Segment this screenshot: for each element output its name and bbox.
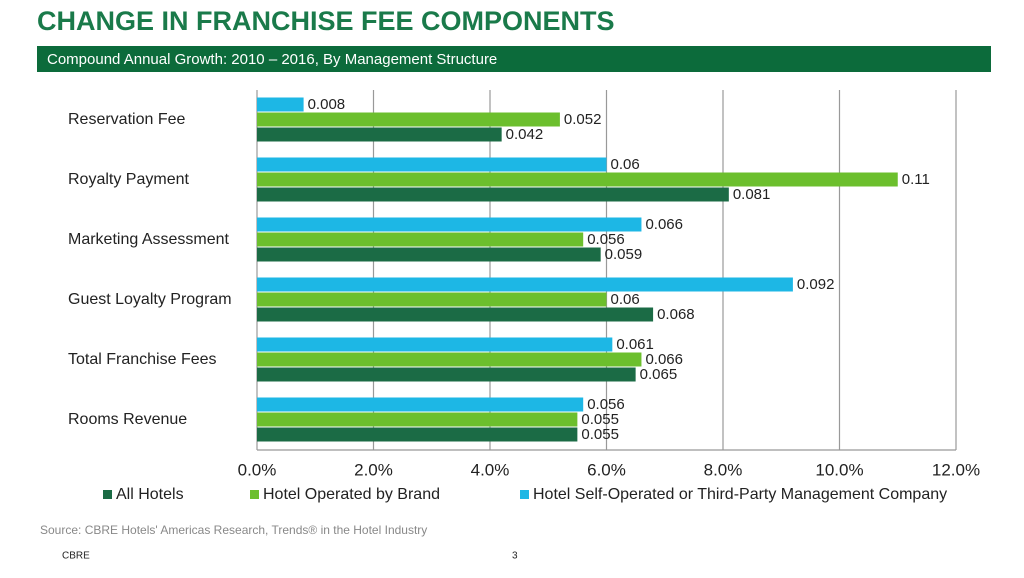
subtitle-band [37, 46, 991, 72]
bar [257, 397, 584, 412]
x-tick-label: 4.0% [471, 460, 510, 479]
value-label: 0.052 [564, 111, 602, 128]
value-label: 0.06 [611, 291, 640, 308]
x-tick-label: 10.0% [815, 460, 863, 479]
value-label: 0.056 [587, 231, 625, 248]
legend-swatch [103, 490, 112, 499]
slide-title: CHANGE IN FRANCHISE FEE COMPONENTS [37, 6, 615, 36]
bar [257, 337, 613, 352]
bar [257, 232, 584, 247]
subtitle: Compound Annual Growth: 2010 – 2016, By … [47, 51, 497, 68]
value-label: 0.092 [797, 276, 835, 293]
legend-label: Hotel Operated by Brand [263, 486, 440, 503]
value-label: 0.008 [308, 96, 346, 113]
category-label: Royalty Payment [68, 171, 189, 188]
bar [257, 157, 607, 172]
x-tick-label: 0.0% [238, 460, 277, 479]
category-label: Total Franchise Fees [68, 351, 217, 368]
bar [257, 292, 607, 307]
category-label: Guest Loyalty Program [68, 291, 232, 308]
value-label: 0.081 [733, 186, 771, 203]
value-label: 0.068 [657, 306, 695, 323]
legend-swatch [250, 490, 259, 499]
bar [257, 187, 729, 202]
bar [257, 112, 560, 127]
chart: 0.0% 2.0% 4.0% 6.0% 8.0% 10.0% 12.0% Reservatio… [68, 90, 980, 503]
value-label: 0.042 [506, 126, 544, 143]
x-tick-label: 8.0% [704, 460, 743, 479]
value-label: 0.055 [581, 426, 619, 443]
x-tick-label: 12.0% [932, 460, 980, 479]
category-label: Rooms Revenue [68, 411, 187, 428]
legend-label: All Hotels [116, 486, 184, 503]
bar [257, 247, 601, 262]
value-label: 0.055 [581, 411, 619, 428]
legend-swatch [520, 490, 529, 499]
category-label: Reservation Fee [68, 111, 185, 128]
value-label: 0.06 [611, 156, 640, 173]
value-label: 0.056 [587, 396, 625, 413]
bar [257, 217, 642, 232]
value-label: 0.066 [645, 216, 683, 233]
bar [257, 277, 793, 292]
x-tick-label: 6.0% [587, 460, 626, 479]
value-label: 0.11 [902, 171, 930, 188]
value-label: 0.066 [645, 351, 683, 368]
value-label: 0.061 [616, 336, 654, 353]
bar [257, 172, 898, 187]
legend-label: Hotel Self-Operated or Third-Party Manag… [533, 486, 947, 503]
value-label: 0.065 [640, 366, 678, 383]
bar [257, 367, 636, 382]
value-label: 0.059 [605, 246, 643, 263]
company: CBRE [62, 551, 90, 562]
category-label: Marketing Assessment [68, 231, 230, 248]
bar [257, 427, 578, 442]
bar [257, 307, 654, 322]
page-number: 3 [512, 551, 518, 562]
bar [257, 127, 502, 142]
bar [257, 352, 642, 367]
bar [257, 412, 578, 427]
x-tick-label: 2.0% [354, 460, 393, 479]
bar [257, 97, 304, 112]
source: Source: CBRE Hotels' Americas Research, … [40, 523, 427, 537]
